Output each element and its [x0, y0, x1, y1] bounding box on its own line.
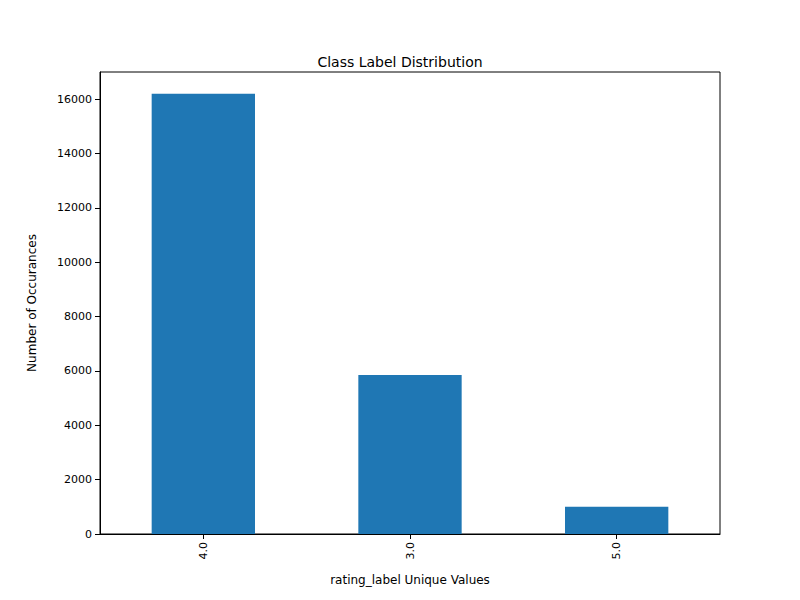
svg-text:16000: 16000 [57, 93, 92, 106]
svg-text:Class Label Distribution: Class Label Distribution [317, 54, 482, 70]
svg-text:14000: 14000 [57, 147, 92, 160]
svg-text:12000: 12000 [57, 201, 92, 214]
svg-text:Number of Occurances: Number of Occurances [25, 234, 39, 372]
svg-text:8000: 8000 [64, 310, 92, 323]
svg-text:0: 0 [85, 528, 92, 541]
svg-text:4000: 4000 [64, 419, 92, 432]
svg-text:10000: 10000 [57, 256, 92, 269]
svg-text:rating_label Unique Values: rating_label Unique Values [330, 573, 490, 587]
svg-text:2000: 2000 [64, 473, 92, 486]
svg-text:5.0: 5.0 [610, 542, 623, 560]
svg-text:6000: 6000 [64, 364, 92, 377]
svg-text:3.0: 3.0 [404, 542, 417, 560]
svg-text:4.0: 4.0 [197, 542, 210, 560]
